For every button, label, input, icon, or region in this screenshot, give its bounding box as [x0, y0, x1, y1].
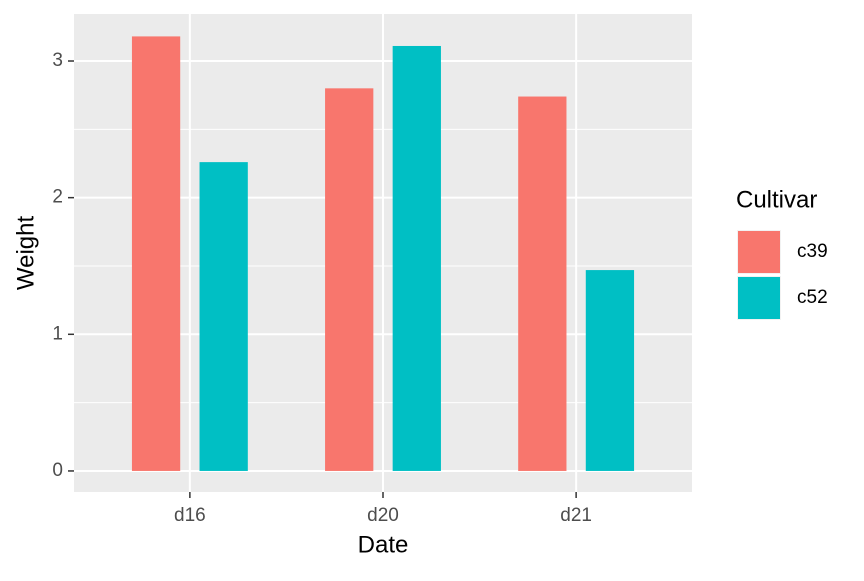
x-tick-label: d21 [560, 505, 592, 526]
x-tick-label: d20 [367, 505, 399, 526]
x-tick-label: d16 [174, 505, 206, 526]
bar [518, 96, 567, 471]
bar [131, 36, 181, 471]
y-tick-label: 1 [52, 323, 63, 344]
legend-label: c39 [797, 241, 828, 262]
legend-label: c52 [797, 287, 828, 308]
y-tick-label: 2 [52, 187, 63, 208]
y-tick-label: 3 [52, 50, 63, 71]
bar [325, 88, 374, 471]
bar [585, 270, 635, 471]
y-tick-label: 0 [52, 460, 63, 481]
bar [199, 162, 248, 471]
legend-swatch [738, 277, 780, 319]
legend-title: Cultivar [736, 186, 817, 213]
x-axis-title: Date [358, 531, 409, 558]
legend-swatch [738, 231, 780, 273]
bar [392, 45, 441, 471]
y-axis-title: Weight [12, 216, 39, 291]
